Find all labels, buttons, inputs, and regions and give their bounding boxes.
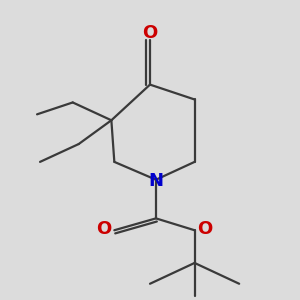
- Text: O: O: [142, 24, 158, 42]
- Text: N: N: [148, 172, 164, 190]
- Text: O: O: [197, 220, 213, 238]
- Text: O: O: [96, 220, 112, 238]
